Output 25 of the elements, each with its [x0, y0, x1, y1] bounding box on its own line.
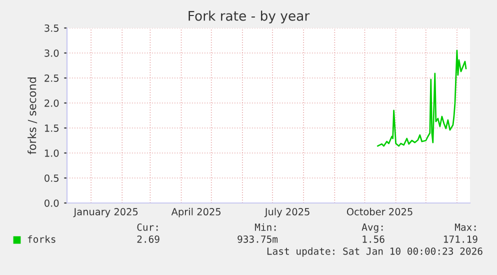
y-tick-label: 1.0 — [44, 149, 59, 157]
x-tick-label: April 2025 — [171, 208, 220, 218]
text: Min: — [254, 223, 276, 231]
text: 171.19 — [444, 235, 478, 243]
x-tick-label: October 2025 — [346, 208, 412, 216]
x-tick-label: January 2025 — [73, 208, 138, 218]
x-tick-label: July 2025 — [264, 208, 310, 218]
text: Max: — [454, 224, 476, 231]
text: 2.69 — [137, 235, 160, 243]
y-tick-label: 2.5 — [44, 74, 59, 82]
y-tick-label: 1.5 — [44, 124, 59, 132]
y-tick-label: 0.0 — [44, 199, 59, 207]
text: Avg: — [362, 224, 383, 233]
text: Cur: — [137, 223, 158, 231]
y-tick-label: 3.5 — [44, 24, 59, 32]
chart-title: Fork rate - by year — [188, 10, 310, 24]
line-series — [377, 50, 467, 147]
y-axis-title: forks / second — [28, 78, 38, 154]
text: Last update: Sat Jan 10 00:00:23 2026 — [267, 247, 482, 257]
y-tick-label: 2.0 — [44, 99, 59, 107]
text: 1.56 — [362, 235, 384, 243]
text: 933.75m — [238, 235, 278, 243]
legend-label: forks — [28, 235, 56, 243]
y-tick-label: 3.0 — [44, 49, 59, 57]
y-tick-label: 0.5 — [44, 174, 59, 182]
